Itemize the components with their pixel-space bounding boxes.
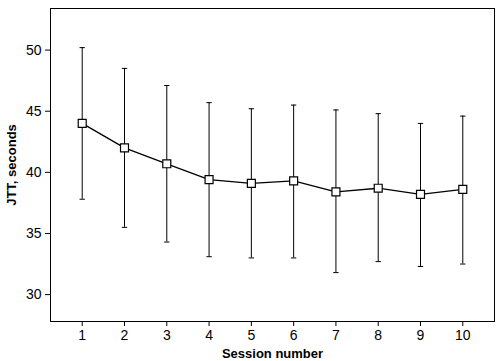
- svg-text:35: 35: [26, 225, 42, 241]
- svg-text:9: 9: [417, 327, 425, 343]
- svg-text:8: 8: [374, 327, 382, 343]
- svg-text:45: 45: [26, 103, 42, 119]
- svg-text:10: 10: [455, 327, 471, 343]
- svg-text:JTT, seconds: JTT, seconds: [4, 124, 19, 206]
- svg-text:4: 4: [205, 327, 213, 343]
- svg-text:6: 6: [290, 327, 298, 343]
- svg-text:50: 50: [26, 42, 42, 58]
- svg-text:30: 30: [26, 286, 42, 302]
- svg-text:Session number: Session number: [222, 346, 323, 361]
- svg-text:3: 3: [163, 327, 171, 343]
- svg-text:40: 40: [26, 164, 42, 180]
- svg-text:5: 5: [247, 327, 255, 343]
- svg-text:1: 1: [78, 327, 86, 343]
- svg-text:7: 7: [332, 327, 340, 343]
- svg-text:2: 2: [121, 327, 129, 343]
